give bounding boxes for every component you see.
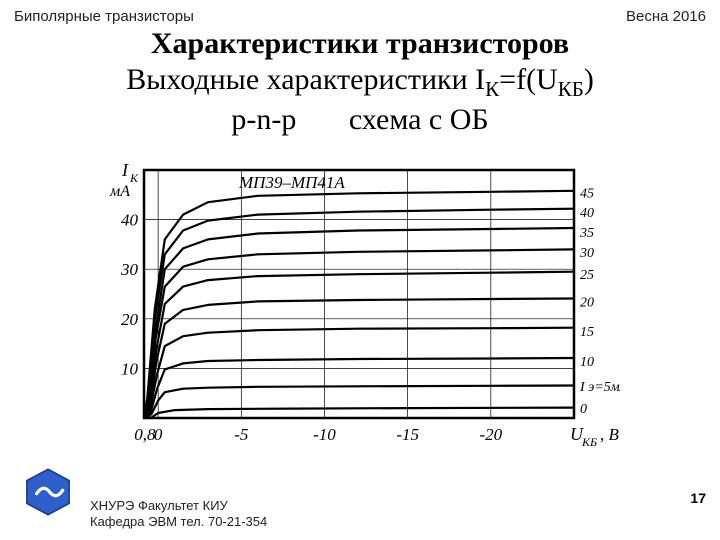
svg-text:I: I xyxy=(121,160,129,180)
svg-text:30: 30 xyxy=(120,260,139,279)
svg-text:40: 40 xyxy=(580,206,594,221)
title-line2: Выходные характеристики IК=f(UКБ) xyxy=(0,62,720,102)
svg-text:К: К xyxy=(129,171,139,185)
svg-text:I э=5мл: I э=5мл xyxy=(579,380,620,395)
footer-line2: Кафедра ЭВМ тел. 70-21-354 xyxy=(90,514,267,530)
svg-text:35: 35 xyxy=(579,226,594,241)
footer: ХНУРЭ Факультет КИУ Кафедра ЭВМ тел. 70-… xyxy=(90,498,267,531)
svg-text:0: 0 xyxy=(154,425,163,444)
header-right: Весна 2016 xyxy=(626,8,706,25)
svg-text:, В: , В xyxy=(600,425,620,444)
svg-text:0,8: 0,8 xyxy=(134,425,156,444)
page-number: 17 xyxy=(690,490,706,506)
university-logo-icon xyxy=(22,466,74,518)
svg-text:10: 10 xyxy=(580,355,594,370)
svg-text:20: 20 xyxy=(580,295,594,310)
svg-text:40: 40 xyxy=(121,211,139,230)
svg-text:-5: -5 xyxy=(234,425,248,444)
svg-text:45: 45 xyxy=(580,186,594,201)
svg-text:25: 25 xyxy=(580,268,594,283)
svg-text:15: 15 xyxy=(580,325,594,340)
svg-text:0: 0 xyxy=(580,402,587,417)
svg-text:мА: мА xyxy=(109,183,130,200)
footer-line1: ХНУРЭ Факультет КИУ xyxy=(90,498,267,514)
header-left: Биполярные транзисторы xyxy=(14,8,194,25)
svg-text:КБ: КБ xyxy=(581,435,597,449)
title-line3: p-n-p схема с ОБ xyxy=(0,102,720,138)
svg-text:10: 10 xyxy=(121,359,139,378)
svg-text:-10: -10 xyxy=(313,425,336,444)
output-characteristics-chart: МП39–МП41АIКмА102030400,80-5-10-15-20UКБ… xyxy=(100,160,620,470)
svg-text:МП39–МП41А: МП39–МП41А xyxy=(238,173,345,192)
title-line1: Характеристики транзисторов xyxy=(0,26,720,62)
svg-text:20: 20 xyxy=(121,310,139,329)
title-block: Характеристики транзисторов Выходные хар… xyxy=(0,26,720,138)
svg-text:-20: -20 xyxy=(479,425,502,444)
svg-text:30: 30 xyxy=(579,246,594,261)
svg-text:-15: -15 xyxy=(396,425,419,444)
